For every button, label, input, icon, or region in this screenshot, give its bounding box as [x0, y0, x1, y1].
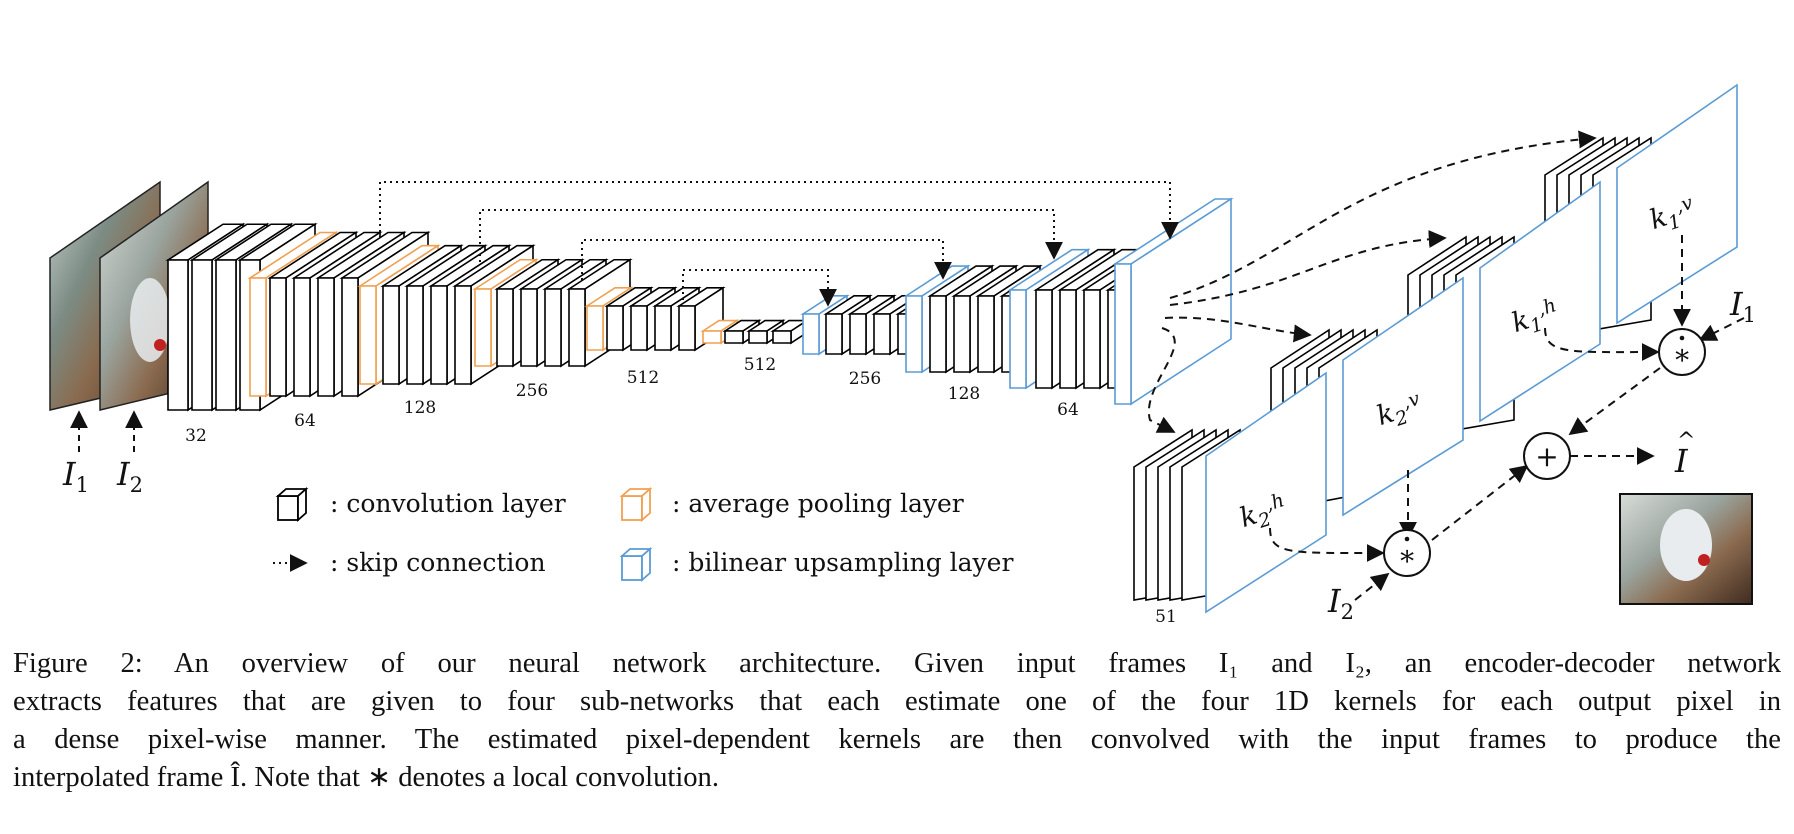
- decoder-dim-label: 51: [1155, 607, 1177, 627]
- math-labels: I1 I2 I1 I2 I ^: [62, 285, 1756, 624]
- conv-node-top: [1658, 328, 1706, 376]
- skip-connection-128: [479, 209, 1063, 262]
- conv-symbol-bottom: ∗: [1397, 539, 1416, 572]
- figure-caption: Figure 2: An overview of our neural netw…: [13, 645, 1781, 797]
- kernel-subnetworks: [1133, 83, 1738, 614]
- subnetwork-k2h: [1133, 371, 1327, 614]
- sum-symbol: +: [1535, 440, 1558, 473]
- legend-upsample-label: : bilinear upsampling layer: [672, 548, 1013, 577]
- skip-connection-64: [379, 181, 1179, 240]
- legend-pool-label: : average pooling layer: [672, 489, 964, 518]
- encoder-dim-label: 512: [627, 368, 659, 388]
- caption-line: interpolated frame Î. Note that ∗ denote…: [13, 762, 720, 793]
- network-layers: [165, 197, 1234, 412]
- conv-node-bottom: [1383, 529, 1431, 577]
- input-label-i2: I2: [116, 455, 143, 497]
- legend-skip-label: : skip connection: [330, 548, 546, 577]
- encoder-dim-label: 32: [185, 426, 207, 446]
- sum-node: [1523, 432, 1571, 480]
- decoder-dim-label: 64: [1057, 400, 1079, 420]
- operator-nodes: ∗ ∗ +: [1383, 328, 1706, 577]
- caption-line: Figure 2: An overview of our neural netw…: [13, 648, 1781, 679]
- skip-connection-256: [581, 239, 952, 280]
- conv-symbol-top: ∗: [1672, 338, 1691, 371]
- output-hat: ^: [1677, 429, 1695, 454]
- legend-conv-cube-icon: [275, 487, 309, 522]
- caption-line: extracts features that are given to four…: [13, 686, 1781, 717]
- conv-layer: [676, 286, 726, 352]
- output-frame: [1619, 493, 1753, 605]
- legend-conv-label: : convolution layer: [330, 489, 566, 518]
- legend-upsample-cube-icon: [619, 547, 653, 582]
- output-label: I: [1674, 442, 1689, 480]
- decoder-dim-label: 128: [948, 384, 980, 404]
- input-arrows: [70, 410, 143, 452]
- right-input-label-i1: I1: [1729, 285, 1756, 327]
- legend: : convolution layer : average pooling la…: [273, 487, 1013, 582]
- upsample-layer: [1112, 197, 1234, 406]
- encoder-dim-label: 256: [516, 381, 548, 401]
- skip-connections: [379, 181, 1179, 307]
- data-flow-arrows: [1147, 130, 1745, 601]
- conv-layer: [746, 319, 786, 345]
- input-label-i1: I1: [62, 455, 89, 497]
- caption-line: a dense pixel-wise manner. The estimated…: [13, 724, 1781, 755]
- right-input-label-i2: I2: [1327, 582, 1354, 624]
- encoder-dim-label: 512: [744, 355, 776, 375]
- legend-pool-cube-icon: [619, 487, 653, 522]
- kernel-labels: k1,v k1,h k2,v k2,h: [1236, 192, 1696, 534]
- decoder-dim-label: 256: [849, 369, 881, 389]
- skip-connection-512: [682, 269, 837, 307]
- encoder-dim-label: 64: [294, 411, 316, 431]
- conv-layer: [722, 319, 762, 345]
- layer-dimension-labels: 32 64 128 256 512 512 256 128 64 51: [185, 355, 1177, 627]
- encoder-dim-label: 128: [404, 398, 436, 418]
